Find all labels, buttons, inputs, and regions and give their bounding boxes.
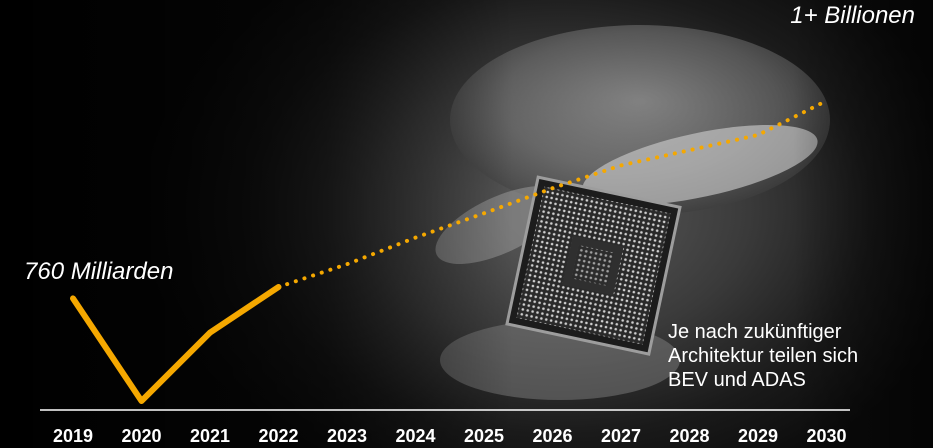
x-tick-label: 2027 <box>601 426 641 446</box>
x-tick-label: 2025 <box>464 426 504 446</box>
end-value-label: 1+ Billionen <box>790 2 915 29</box>
x-tick-label: 2020 <box>121 426 161 446</box>
start-value-label: 760 Milliarden <box>24 258 174 285</box>
x-tick-label: 2029 <box>738 426 778 446</box>
series-lines <box>70 98 829 404</box>
forecast-line <box>276 98 829 289</box>
actual-line <box>70 284 282 404</box>
x-tick-label: 2024 <box>395 426 435 446</box>
x-tick-label: 2026 <box>532 426 572 446</box>
x-tick-label: 2021 <box>190 426 230 446</box>
footnote: Je nach zukünftiger Architektur teilen s… <box>668 320 928 392</box>
x-tick-label: 2023 <box>327 426 367 446</box>
x-tick-label: 2028 <box>669 426 709 446</box>
footnote-line: Je nach zukünftiger <box>668 321 842 343</box>
x-tick-label: 2030 <box>806 426 846 446</box>
x-tick-label: 2019 <box>53 426 93 446</box>
footnote-line: Architektur teilen sich <box>668 345 859 367</box>
footnote-line: BEV und ADAS <box>668 369 806 391</box>
x-axis-ticks: 2019 2020 2021 2022 2023 2024 2025 2026 2027 2028… <box>53 426 847 446</box>
x-tick-label: 2022 <box>258 426 298 446</box>
